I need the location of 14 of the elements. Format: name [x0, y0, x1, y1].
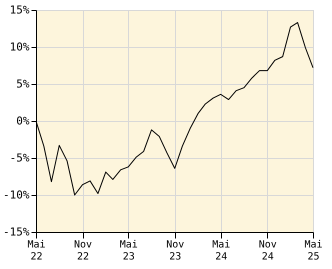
x-tick-label: Mai 23 [120, 240, 138, 262]
x-tick-label: Mai 24 [212, 240, 230, 262]
x-tick-label: Mai 25 [304, 240, 323, 262]
y-tick-label: -5% [10, 152, 30, 164]
y-tick-label: -10% [3, 188, 30, 202]
y-tick-label: -15% [3, 226, 30, 238]
x-tick-label: Nov 24 [258, 240, 277, 262]
x-tick-label: Nov 23 [166, 240, 184, 262]
x-tick-label: Nov 22 [74, 240, 92, 262]
y-tick-label: 15% [10, 4, 30, 16]
x-tick-label: Mai 22 [27, 240, 46, 262]
y-tick-label: 5% [16, 78, 30, 90]
y-tick-label: 10% [10, 40, 30, 54]
y-tick-label: 0% [16, 114, 30, 128]
